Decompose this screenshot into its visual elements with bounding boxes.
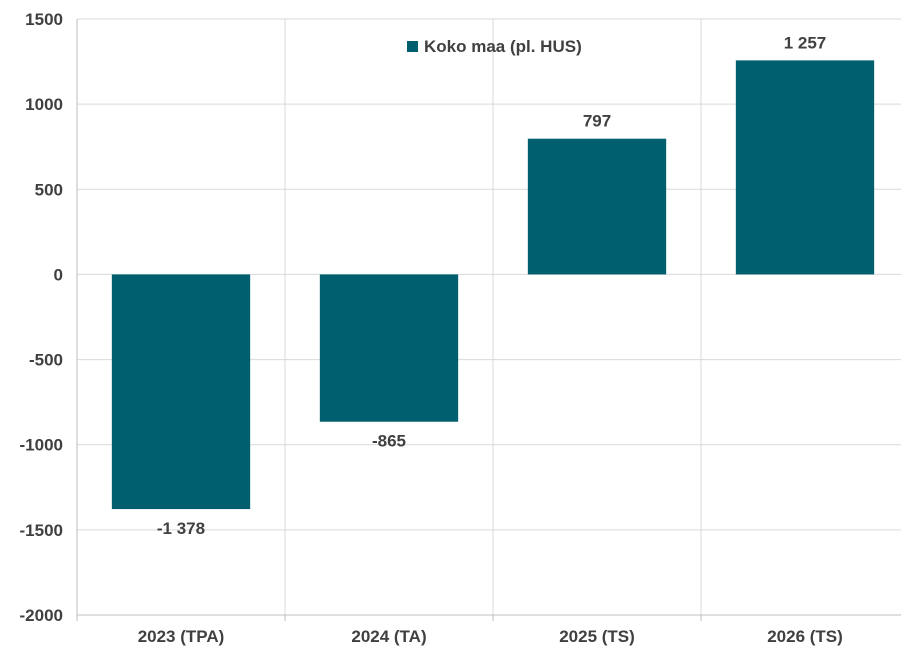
bar (527, 138, 667, 275)
y-tick-label: -1500 (20, 521, 63, 540)
y-tick-label: -2000 (20, 606, 63, 625)
y-tick-label: 1000 (25, 95, 63, 114)
y-tick-label: -1000 (20, 436, 63, 455)
bar (111, 274, 251, 510)
bars (111, 60, 875, 510)
legend-swatch (407, 41, 418, 52)
labels: -2000 -1500 -1000 -500 0 500 1000 1500 -1 378 202… (20, 10, 843, 646)
data-label: 797 (583, 112, 611, 131)
data-label: 1 257 (784, 33, 827, 52)
x-tick-label: 2023 (TPA) (138, 627, 225, 646)
x-tick-label: 2025 (TS) (559, 627, 635, 646)
y-tick-label: -500 (29, 351, 63, 370)
legend-label: Koko maa (pl. HUS) (424, 37, 582, 56)
axes (76, 19, 901, 621)
legend: Koko maa (pl. HUS) (407, 37, 582, 56)
x-tick-label: 2026 (TS) (767, 627, 843, 646)
y-tick-label: 0 (54, 265, 63, 284)
bar (319, 274, 459, 422)
x-tick-label: 2024 (TA) (351, 627, 426, 646)
y-tick-label: 1500 (25, 10, 63, 29)
data-label: -865 (372, 432, 406, 451)
data-label: -1 378 (157, 519, 205, 538)
y-tick-label: 500 (35, 180, 63, 199)
bar (735, 60, 875, 275)
